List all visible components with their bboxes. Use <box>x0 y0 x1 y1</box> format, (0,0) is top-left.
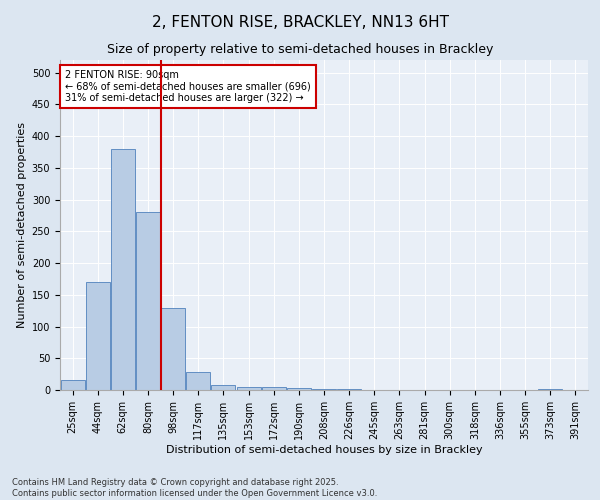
X-axis label: Distribution of semi-detached houses by size in Brackley: Distribution of semi-detached houses by … <box>166 444 482 454</box>
Bar <box>86 282 110 390</box>
Bar <box>187 372 210 390</box>
Bar <box>287 388 311 390</box>
Y-axis label: Number of semi-detached properties: Number of semi-detached properties <box>17 122 28 328</box>
Bar <box>136 212 160 390</box>
Bar <box>211 385 235 390</box>
Text: Contains HM Land Registry data © Crown copyright and database right 2025.
Contai: Contains HM Land Registry data © Crown c… <box>12 478 377 498</box>
Bar <box>538 388 562 390</box>
Bar <box>312 388 336 390</box>
Text: Size of property relative to semi-detached houses in Brackley: Size of property relative to semi-detach… <box>107 42 493 56</box>
Text: 2, FENTON RISE, BRACKLEY, NN13 6HT: 2, FENTON RISE, BRACKLEY, NN13 6HT <box>151 15 449 30</box>
Bar <box>262 387 286 390</box>
Bar <box>161 308 185 390</box>
Text: 2 FENTON RISE: 90sqm
← 68% of semi-detached houses are smaller (696)
31% of semi: 2 FENTON RISE: 90sqm ← 68% of semi-detac… <box>65 70 311 103</box>
Bar <box>111 149 135 390</box>
Bar <box>236 387 260 390</box>
Bar <box>61 380 85 390</box>
